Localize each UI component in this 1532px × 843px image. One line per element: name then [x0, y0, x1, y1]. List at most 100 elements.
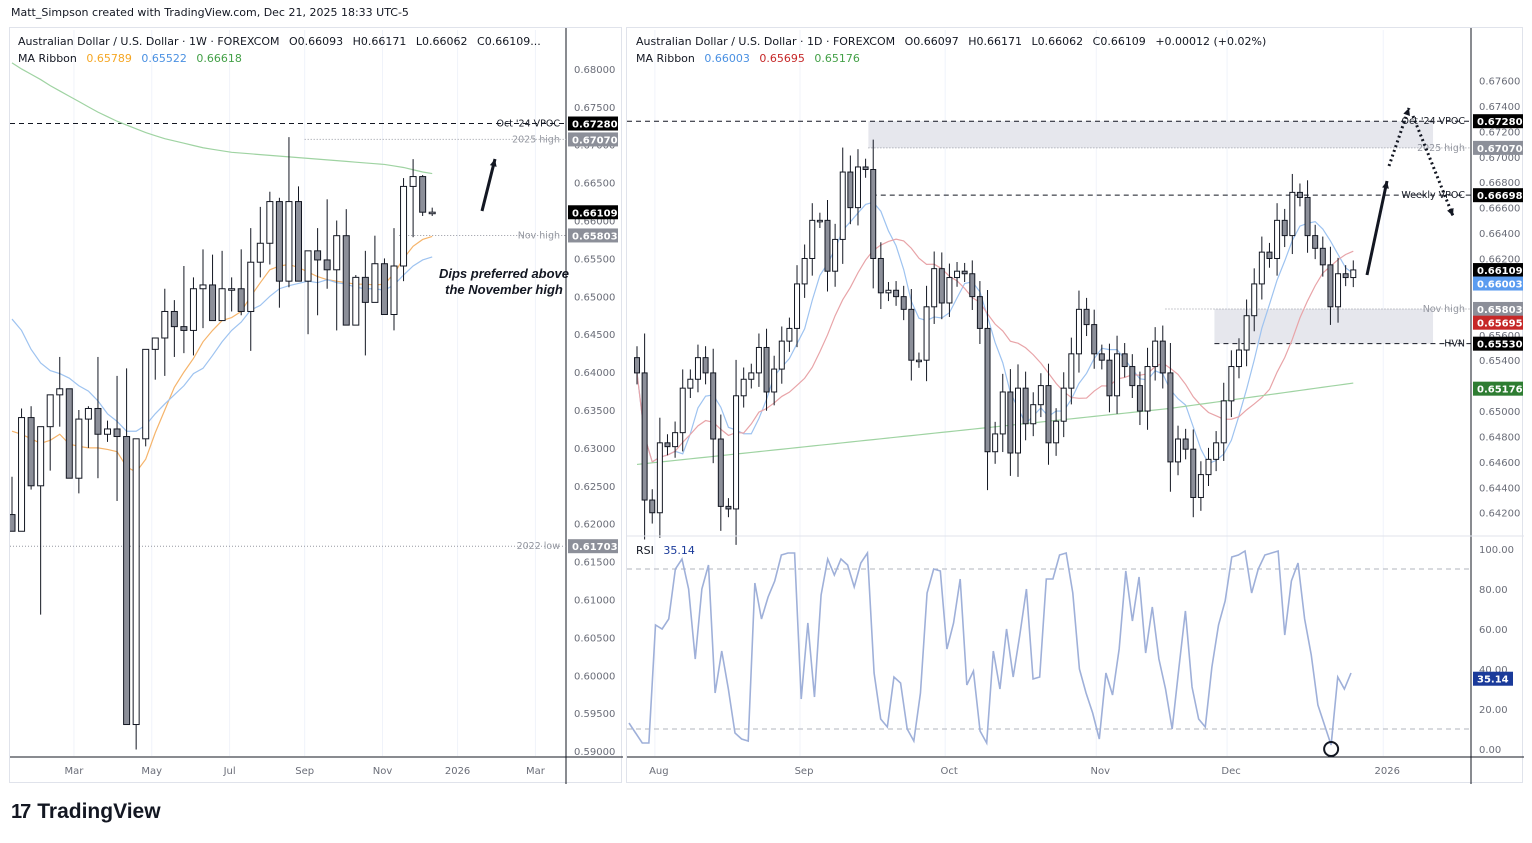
- svg-text:0.66200: 0.66200: [1479, 254, 1520, 265]
- svg-text:0.61500: 0.61500: [574, 558, 615, 569]
- svg-text:0.66109: 0.66109: [572, 208, 618, 219]
- svg-text:0.00: 0.00: [1479, 745, 1501, 756]
- svg-text:0.68000: 0.68000: [574, 65, 615, 76]
- svg-text:Sep: Sep: [795, 766, 814, 777]
- daily-chart-canvas[interactable]: 0.67600 0.67400 0.67200 0.67000 0.66800 0.666…: [627, 28, 1524, 784]
- chart-credit: Matt_Simpson created with TradingView.co…: [11, 6, 409, 19]
- svg-text:20.00: 20.00: [1479, 705, 1508, 716]
- daily-open: O0.66097: [904, 35, 959, 48]
- svg-text:0.65530: 0.65530: [1477, 340, 1523, 351]
- svg-text:Oct '24 VPOC: Oct '24 VPOC: [1401, 116, 1465, 127]
- daily-chart-panel[interactable]: 0.67600 0.67400 0.67200 0.67000 0.66800 0.666…: [626, 27, 1524, 784]
- daily-ma-label[interactable]: MA Ribbon: [636, 52, 695, 65]
- svg-text:2026: 2026: [445, 766, 470, 777]
- svg-text:0.59000: 0.59000: [574, 747, 615, 758]
- svg-text:0.65176: 0.65176: [1477, 385, 1523, 396]
- svg-text:0.66600: 0.66600: [1479, 204, 1520, 215]
- svg-text:Mar: Mar: [526, 766, 546, 777]
- rsi-value: 35.14: [663, 544, 695, 557]
- svg-text:0.67500: 0.67500: [574, 103, 615, 114]
- svg-text:0.63000: 0.63000: [574, 444, 615, 455]
- svg-text:0.66698: 0.66698: [1477, 191, 1523, 202]
- weekly-symbol[interactable]: Australian Dollar / U.S. Dollar · 1W · F…: [18, 35, 280, 48]
- svg-text:0.60000: 0.60000: [574, 671, 615, 682]
- daily-close: C0.66109: [1092, 35, 1146, 48]
- tradingview-logo[interactable]: 17 TradingView: [11, 800, 161, 824]
- svg-text:0.67070: 0.67070: [1477, 144, 1523, 155]
- tradingview-mark-icon: 17: [11, 800, 31, 823]
- svg-text:0.66400: 0.66400: [1479, 229, 1520, 240]
- svg-text:0.61000: 0.61000: [574, 595, 615, 606]
- weekly-low: L0.66062: [415, 35, 468, 48]
- svg-text:Nov high: Nov high: [518, 230, 560, 241]
- daily-symbol[interactable]: Australian Dollar / U.S. Dollar · 1D · F…: [636, 35, 896, 48]
- weekly-chart-panel[interactable]: 0.680000.675000.670000.665000.660000.655…: [9, 27, 623, 784]
- svg-text:HVN: HVN: [1444, 339, 1465, 350]
- weekly-open: O0.66093: [289, 35, 344, 48]
- svg-text:35.14: 35.14: [1477, 675, 1509, 686]
- weekly-ma-label[interactable]: MA Ribbon: [18, 52, 77, 65]
- weekly-annotation: Dips preferred above the November high: [434, 266, 574, 298]
- svg-text:2022 low: 2022 low: [517, 541, 561, 552]
- weekly-legend: Australian Dollar / U.S. Dollar · 1W · F…: [18, 33, 547, 67]
- svg-text:0.65803: 0.65803: [572, 231, 618, 242]
- rsi-label[interactable]: RSI: [636, 544, 654, 557]
- svg-text:Oct '24 VPOC: Oct '24 VPOC: [496, 119, 560, 130]
- daily-ma-value-1: 0.66003: [704, 52, 750, 65]
- weekly-high: H0.66171: [352, 35, 407, 48]
- daily-ma-value-3: 0.65176: [814, 52, 860, 65]
- svg-text:60.00: 60.00: [1479, 625, 1508, 636]
- annotation-line-1: Dips preferred above: [438, 266, 570, 281]
- svg-text:40.00: 40.00: [1479, 665, 1508, 676]
- svg-text:0.67200: 0.67200: [1479, 127, 1520, 138]
- svg-text:Mar: Mar: [65, 766, 85, 777]
- svg-text:0.67400: 0.67400: [1479, 102, 1520, 113]
- svg-text:0.65695: 0.65695: [1477, 319, 1523, 330]
- svg-text:Nov: Nov: [1090, 766, 1110, 777]
- svg-text:0.65400: 0.65400: [1479, 356, 1520, 367]
- tradingview-wordmark: TradingView: [37, 800, 161, 823]
- svg-text:Nov high: Nov high: [1423, 304, 1465, 315]
- svg-text:Weekly VPOC: Weekly VPOC: [1401, 190, 1465, 201]
- svg-text:0.67600: 0.67600: [1479, 77, 1520, 88]
- svg-text:0.62500: 0.62500: [574, 482, 615, 493]
- svg-text:0.60500: 0.60500: [574, 633, 615, 644]
- svg-text:0.64400: 0.64400: [1479, 483, 1520, 494]
- svg-text:100.00: 100.00: [1479, 545, 1514, 556]
- svg-text:0.65803: 0.65803: [1477, 305, 1523, 316]
- svg-text:May: May: [141, 766, 162, 777]
- svg-text:0.64600: 0.64600: [1479, 458, 1520, 469]
- daily-change: +0.00012 (+0.02%): [1155, 35, 1267, 48]
- annotation-line-2: the November high: [445, 282, 563, 297]
- svg-text:0.67280: 0.67280: [1477, 117, 1523, 128]
- daily-legend: Australian Dollar / U.S. Dollar · 1D · F…: [636, 33, 1272, 67]
- weekly-chart-canvas[interactable]: 0.680000.675000.670000.665000.660000.655…: [10, 28, 623, 784]
- svg-text:0.61703: 0.61703: [572, 542, 618, 553]
- svg-text:0.65500: 0.65500: [574, 254, 615, 265]
- weekly-ma-value-2: 0.65522: [141, 52, 187, 65]
- svg-text:0.64000: 0.64000: [574, 368, 615, 379]
- svg-text:Dec: Dec: [1221, 766, 1240, 777]
- rsi-legend: RSI 35.14: [636, 542, 701, 559]
- svg-text:Jul: Jul: [223, 766, 236, 777]
- weekly-close: C0.66109...: [477, 35, 541, 48]
- svg-text:0.65600: 0.65600: [1479, 331, 1520, 342]
- svg-text:0.65000: 0.65000: [1479, 407, 1520, 418]
- svg-text:Nov: Nov: [373, 766, 393, 777]
- svg-text:Oct: Oct: [941, 766, 958, 777]
- weekly-ma-value-1: 0.65789: [86, 52, 132, 65]
- svg-text:0.65000: 0.65000: [574, 292, 615, 303]
- svg-text:0.67070: 0.67070: [572, 135, 618, 146]
- svg-text:0.67280: 0.67280: [572, 120, 618, 131]
- svg-text:0.66500: 0.66500: [574, 179, 615, 190]
- daily-ma-value-2: 0.65695: [759, 52, 805, 65]
- svg-text:Aug: Aug: [649, 766, 669, 777]
- svg-text:0.66003: 0.66003: [1477, 280, 1523, 291]
- svg-text:2026: 2026: [1374, 766, 1399, 777]
- svg-text:0.64500: 0.64500: [574, 330, 615, 341]
- svg-text:0.67000: 0.67000: [1479, 153, 1520, 164]
- weekly-ma-value-3: 0.66618: [196, 52, 242, 65]
- svg-text:2025 high: 2025 high: [512, 134, 560, 145]
- svg-text:80.00: 80.00: [1479, 585, 1508, 596]
- svg-text:0.64200: 0.64200: [1479, 509, 1520, 520]
